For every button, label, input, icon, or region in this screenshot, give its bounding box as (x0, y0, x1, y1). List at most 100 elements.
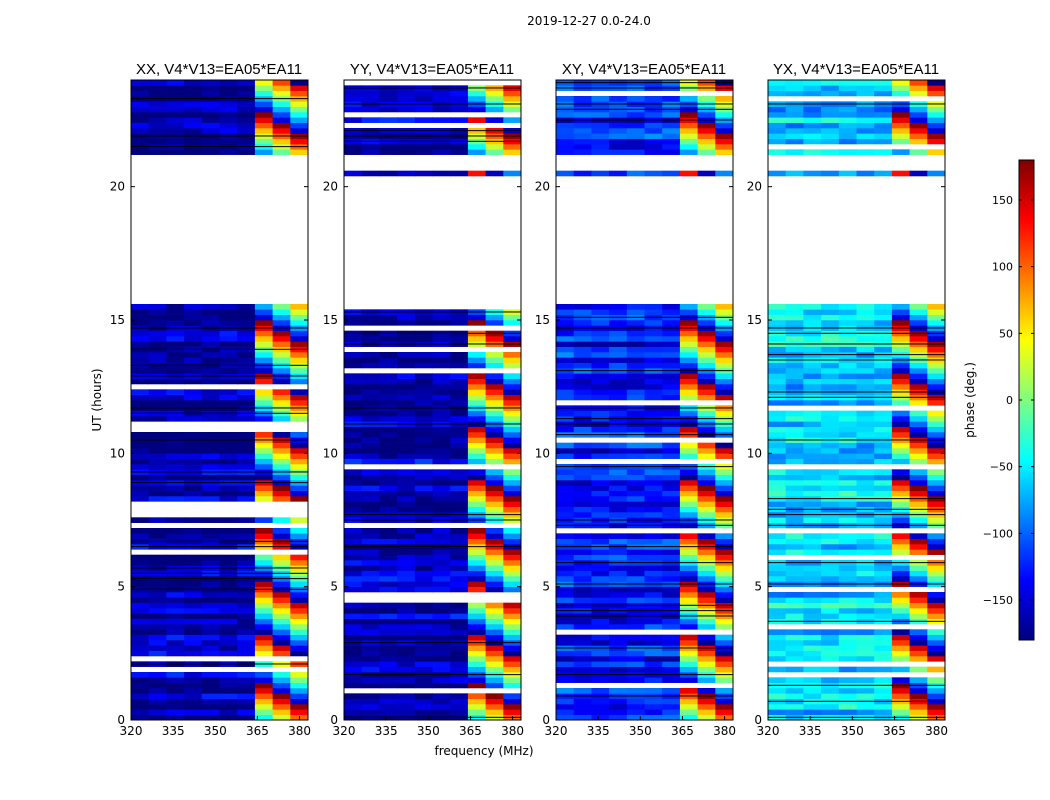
heatmap-cell (609, 549, 628, 555)
heatmap-cell (891, 538, 911, 545)
flag-line (131, 375, 308, 377)
heatmap-cell (272, 634, 291, 641)
heatmap-cell (715, 362, 734, 369)
heatmap-cell (414, 362, 433, 369)
heatmap-cell (609, 138, 628, 145)
heatmap-cell (803, 709, 822, 715)
heatmap-cell (467, 560, 487, 566)
heatmap-cell (467, 336, 487, 342)
heatmap-cell (626, 330, 645, 337)
heatmap-cell (219, 714, 238, 721)
heatmap-cell (874, 149, 893, 155)
heatmap-cell (166, 698, 185, 705)
heatmap-cell (838, 693, 857, 699)
heatmap-cell (237, 149, 256, 155)
heatmap-cell (148, 618, 167, 625)
heatmap-cell (679, 650, 699, 657)
heatmap-cell (803, 474, 822, 481)
heatmap-cell (254, 496, 274, 502)
heatmap-cell (148, 608, 167, 614)
heatmap-cell (290, 394, 309, 401)
heatmap-cell (785, 416, 804, 422)
heatmap-cell (874, 416, 893, 422)
heatmap-cell (785, 170, 804, 177)
heatmap-cell (662, 496, 681, 502)
heatmap-cell (891, 592, 911, 598)
heatmap-cell (697, 309, 716, 315)
heatmap-cell (644, 128, 663, 134)
heatmap-cell (556, 698, 575, 705)
heatmap-cell (803, 448, 822, 454)
heatmap-cell (237, 496, 256, 502)
heatmap-cell (503, 501, 522, 507)
heatmap-cell (184, 330, 203, 337)
heatmap-cell (148, 432, 167, 438)
heatmap-cell (414, 448, 433, 454)
heatmap-cell (485, 410, 504, 417)
heatmap-cell (591, 480, 610, 486)
heatmap-cell (467, 394, 487, 401)
heatmap-cell (361, 394, 380, 401)
heatmap-cell (609, 576, 628, 582)
heatmap-cell (344, 650, 363, 657)
heatmap-cell (679, 304, 699, 310)
heatmap-cell (166, 432, 185, 438)
heatmap-cell (856, 336, 875, 342)
heatmap-cell (609, 677, 628, 683)
heatmap-cell (344, 432, 363, 438)
heatmap-cell (768, 426, 787, 433)
heatmap-cell (626, 677, 645, 683)
heatmap-cell (856, 688, 875, 694)
heatmap-cell (626, 506, 645, 513)
heatmap-cell (715, 330, 734, 337)
heatmap-cell (821, 629, 840, 635)
panel-xy: XY, V4*V13=EA05*EA11 320 335 350 365 3800510… (535, 61, 736, 738)
heatmap-cell (556, 618, 575, 625)
x-tick-label: 320 (120, 724, 143, 738)
heatmap-cell (467, 634, 487, 641)
heatmap-cell (467, 528, 487, 534)
heatmap-cell (821, 368, 840, 374)
heatmap-cell (927, 501, 946, 507)
heatmap-cell (254, 533, 274, 539)
heatmap-cell (573, 624, 592, 630)
heatmap-cell (432, 442, 451, 449)
heatmap-cell (450, 389, 469, 395)
heatmap-cell (272, 330, 291, 337)
heatmap-cell (432, 613, 451, 619)
heatmap-cell (131, 496, 150, 502)
heatmap-cell (361, 373, 380, 379)
heatmap-cell (148, 128, 167, 134)
heatmap-cell (591, 309, 610, 315)
heatmap-cell (662, 442, 681, 449)
heatmap-cell (344, 394, 363, 401)
heatmap-cell (556, 533, 575, 539)
heatmap-cell (148, 597, 167, 603)
heatmap-cell (909, 576, 928, 582)
heatmap-cell (697, 336, 716, 342)
heatmap-cell (166, 602, 185, 609)
heatmap-cell (715, 501, 734, 507)
x-tick-label: 380 (288, 724, 311, 738)
heatmap-cell (254, 490, 274, 497)
heatmap-cell (556, 448, 575, 454)
heatmap-cell (556, 170, 575, 177)
heatmap-cell (254, 613, 274, 619)
heatmap-cell (891, 544, 911, 550)
heatmap-cell (219, 560, 238, 566)
heatmap-cell (414, 656, 433, 662)
heatmap-cell (237, 560, 256, 566)
heatmap-cell (272, 309, 291, 315)
heatmap-cell (166, 389, 185, 395)
heatmap-cell (891, 133, 911, 139)
heatmap-cell (344, 320, 363, 326)
heatmap-cell (290, 357, 309, 363)
heatmap-cell (715, 576, 734, 582)
heatmap-cell (219, 709, 238, 715)
heatmap-cell (909, 309, 928, 315)
heatmap-cell (821, 106, 840, 113)
heatmap-cell (344, 682, 363, 689)
heatmap-cell (679, 170, 699, 177)
heatmap-cell (467, 149, 487, 155)
heatmap-cell (131, 314, 150, 321)
